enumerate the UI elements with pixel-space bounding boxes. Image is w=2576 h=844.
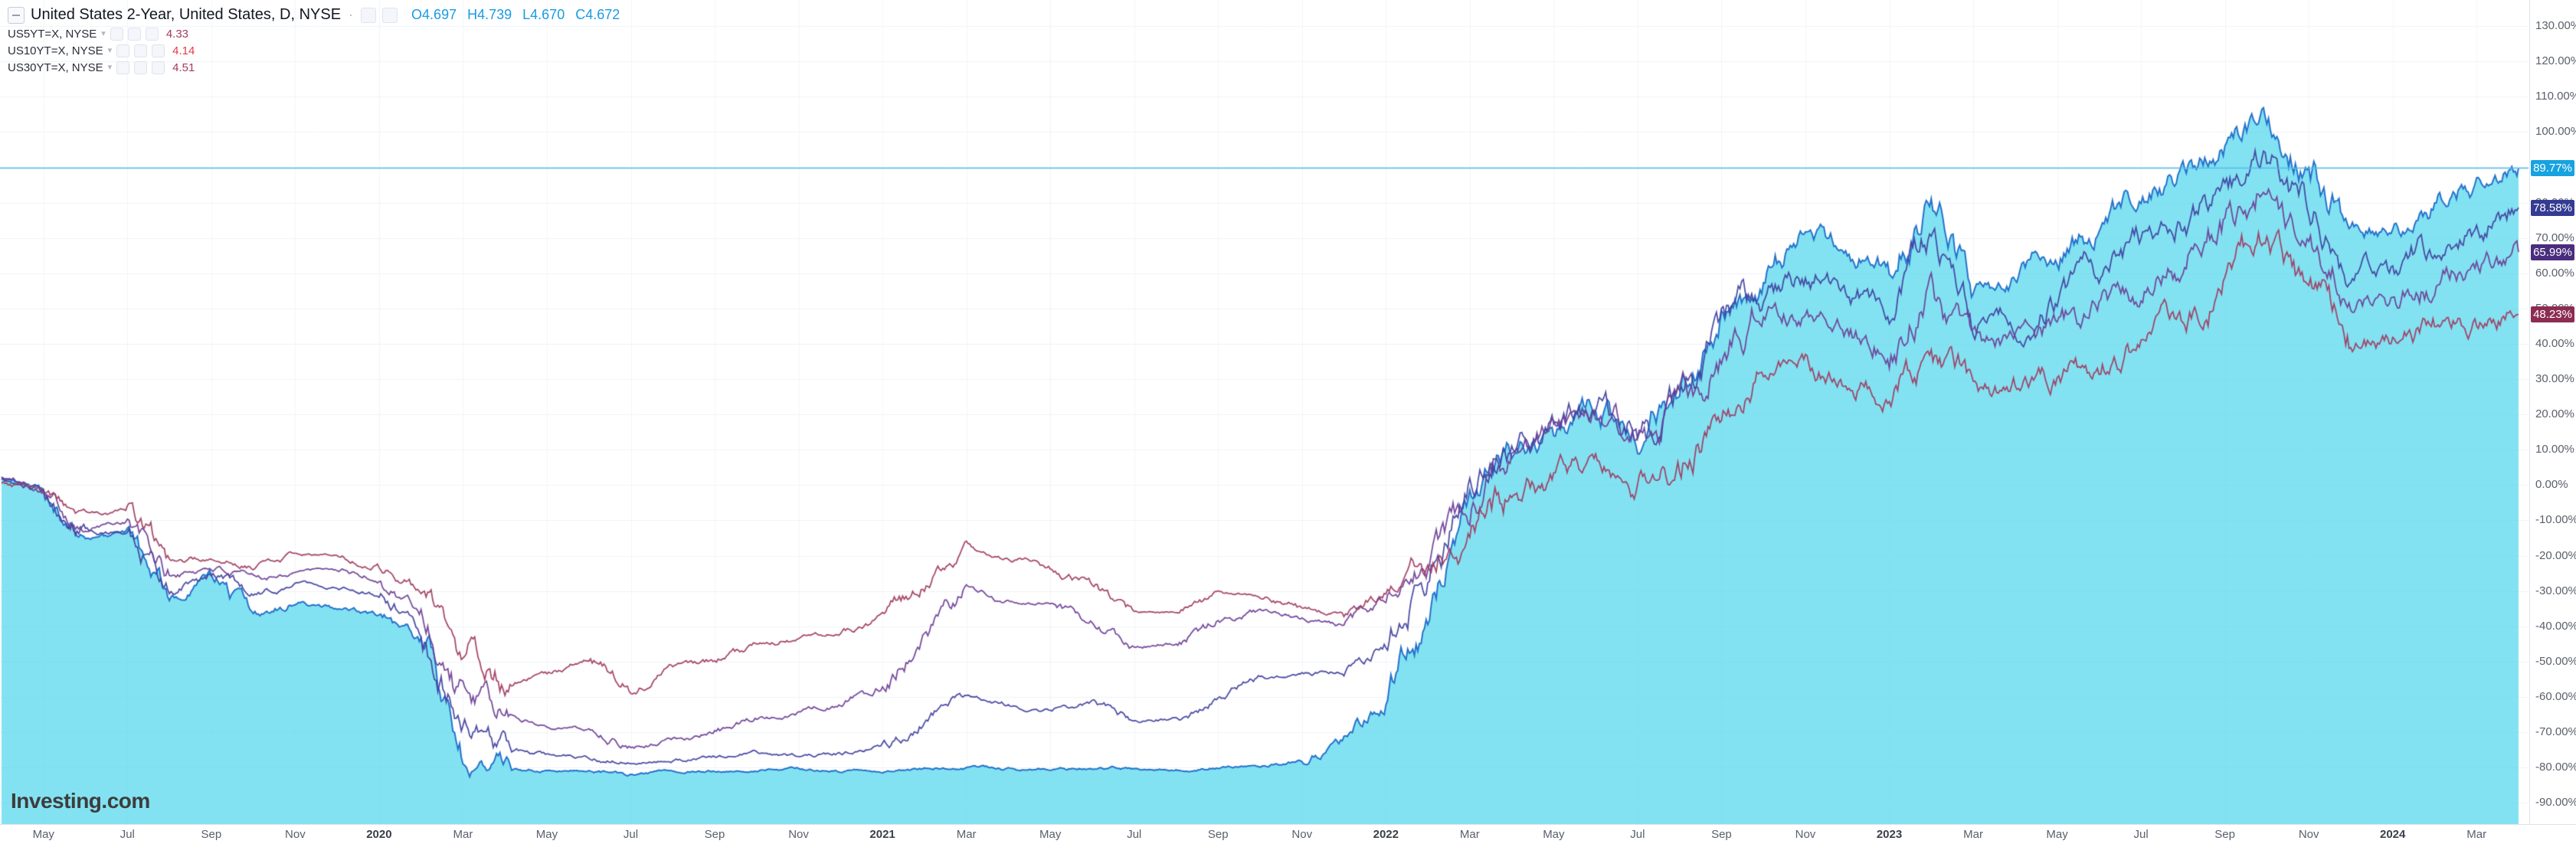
settings-icon[interactable] [134, 61, 148, 74]
x-axis-tick: Jul [1630, 828, 1645, 841]
y-axis-tick: -30.00% [2535, 584, 2576, 597]
ohlc-values: O4.697 H4.739 L4.670 C4.672 [411, 7, 620, 23]
price-label-US10YT=X: 65.99% [2531, 244, 2574, 260]
overlay-last-value: 4.51 [172, 61, 195, 74]
y-axis-tick: -40.00% [2535, 619, 2576, 633]
x-axis-tick: Sep [704, 828, 725, 841]
x-axis-tick: Jul [119, 828, 135, 841]
separator-dot: · [349, 7, 354, 22]
x-axis-year-tick: 2021 [869, 828, 895, 841]
y-axis-tick: -10.00% [2535, 513, 2576, 527]
y-axis-tick: -80.00% [2535, 761, 2576, 774]
x-axis-year-tick: 2020 [366, 828, 392, 841]
x-axis-tick: Sep [1207, 828, 1229, 841]
x-axis-tick: Mar [453, 828, 473, 841]
minus-icon [12, 14, 20, 16]
brand-text: Investing [11, 789, 102, 813]
y-axis-tick: 20.00% [2535, 407, 2574, 421]
x-axis-tick: May [32, 828, 54, 841]
x-axis-tick: Sep [1711, 828, 1732, 841]
y-axis-tick: -20.00% [2535, 548, 2576, 562]
y-axis-tick: 100.00% [2535, 125, 2576, 139]
x-axis-tick: Nov [285, 828, 306, 841]
overlay-last-value: 4.14 [172, 44, 195, 57]
overlay-symbol[interactable]: US10YT=X, NYSE [8, 44, 103, 57]
price-label-US5YT=X: 78.58% [2531, 199, 2574, 216]
x-axis-tick: May [1039, 828, 1062, 841]
x-axis-tick: Mar [956, 828, 977, 841]
x-axis-tick: Sep [201, 828, 222, 841]
y-axis-tick: -60.00% [2535, 689, 2576, 703]
x-axis-tick: Jul [623, 828, 639, 841]
more-options-icon[interactable] [152, 44, 165, 57]
chart-legend: United States 2-Year, United States, D, … [8, 6, 620, 74]
open-value: O4.697 [411, 7, 457, 22]
main-series-row: United States 2-Year, United States, D, … [8, 6, 620, 24]
x-axis-tick: May [535, 828, 558, 841]
x-axis-tick: Mar [1963, 828, 1983, 841]
x-axis-tick: Jul [1127, 828, 1142, 841]
x-axis-tick: Nov [1795, 828, 1816, 841]
y-axis-tick: -90.00% [2535, 796, 2576, 810]
x-axis-year-tick: 2024 [2380, 828, 2406, 841]
overlay-symbol[interactable]: US5YT=X, NYSE [8, 28, 97, 41]
investing-logo[interactable]: Investing.com [11, 789, 150, 813]
x-axis-tick: Nov [788, 828, 809, 841]
overlay-series-row: US30YT=X, NYSE ▾ 4.51 [8, 61, 620, 74]
settings-icon[interactable] [127, 28, 141, 41]
y-axis-tick: 40.00% [2535, 336, 2574, 350]
overlay-series-row: US5YT=X, NYSE ▾ 4.33 [8, 28, 620, 41]
visibility-icon[interactable] [116, 44, 130, 57]
legend-collapse-icon[interactable] [8, 6, 25, 24]
y-axis-tick: 60.00% [2535, 266, 2574, 280]
y-axis-tick: -70.00% [2535, 725, 2576, 738]
y-axis-tick: 130.00% [2535, 19, 2576, 32]
x-axis-tick: Mar [1459, 828, 1480, 841]
y-axis-tick: 0.00% [2535, 478, 2568, 492]
price-axis[interactable]: 130.00%120.00%110.00%100.00%90.00%80.00%… [2529, 0, 2576, 824]
y-axis-tick: 110.00% [2535, 90, 2576, 103]
chevron-down-icon: ▾ [101, 29, 106, 38]
visibility-icon[interactable] [361, 7, 377, 23]
y-axis-tick: 70.00% [2535, 231, 2574, 244]
brand-tld: .com [101, 789, 150, 813]
price-label-US2YT=X: 89.77% [2531, 159, 2574, 176]
close-value: C4.672 [575, 7, 620, 22]
settings-icon[interactable] [134, 44, 148, 57]
x-axis-tick: May [1543, 828, 1565, 841]
x-axis-year-tick: 2022 [1373, 828, 1399, 841]
more-options-icon[interactable] [152, 61, 165, 74]
y-axis-tick: 30.00% [2535, 372, 2574, 385]
y-axis-tick: -50.00% [2535, 654, 2576, 668]
time-axis[interactable]: May Jul Sep Nov 2020 Mar May Jul Sep Nov 2021 Mar Ma… [0, 824, 2576, 844]
x-axis-tick: Jul [2133, 828, 2149, 841]
visibility-icon[interactable] [116, 61, 130, 74]
overlay-last-value: 4.33 [165, 28, 189, 41]
price-label-US30YT=X: 48.23% [2531, 306, 2574, 323]
x-axis-tick: Sep [2214, 828, 2235, 841]
price-chart-canvas[interactable] [0, 0, 2529, 824]
x-axis-year-tick: 2023 [1876, 828, 1903, 841]
x-axis-tick: Nov [2298, 828, 2319, 841]
x-axis-tick: May [2046, 828, 2068, 841]
symbol-title[interactable]: United States 2-Year, United States, D, … [31, 6, 342, 23]
x-axis-tick: Nov [1291, 828, 1313, 841]
y-axis-tick: 120.00% [2535, 54, 2576, 68]
low-value: L4.670 [522, 7, 565, 22]
settings-icon[interactable] [382, 7, 398, 23]
visibility-icon[interactable] [110, 28, 123, 41]
chevron-down-icon: ▾ [107, 63, 113, 72]
x-axis-tick: Mar [2466, 828, 2487, 841]
overlay-symbol[interactable]: US30YT=X, NYSE [8, 61, 103, 74]
overlay-series-row: US10YT=X, NYSE ▾ 4.14 [8, 44, 620, 57]
y-axis-tick: 10.00% [2535, 443, 2574, 456]
more-options-icon[interactable] [145, 28, 159, 41]
high-value: H4.739 [467, 7, 512, 22]
chevron-down-icon: ▾ [107, 46, 113, 55]
